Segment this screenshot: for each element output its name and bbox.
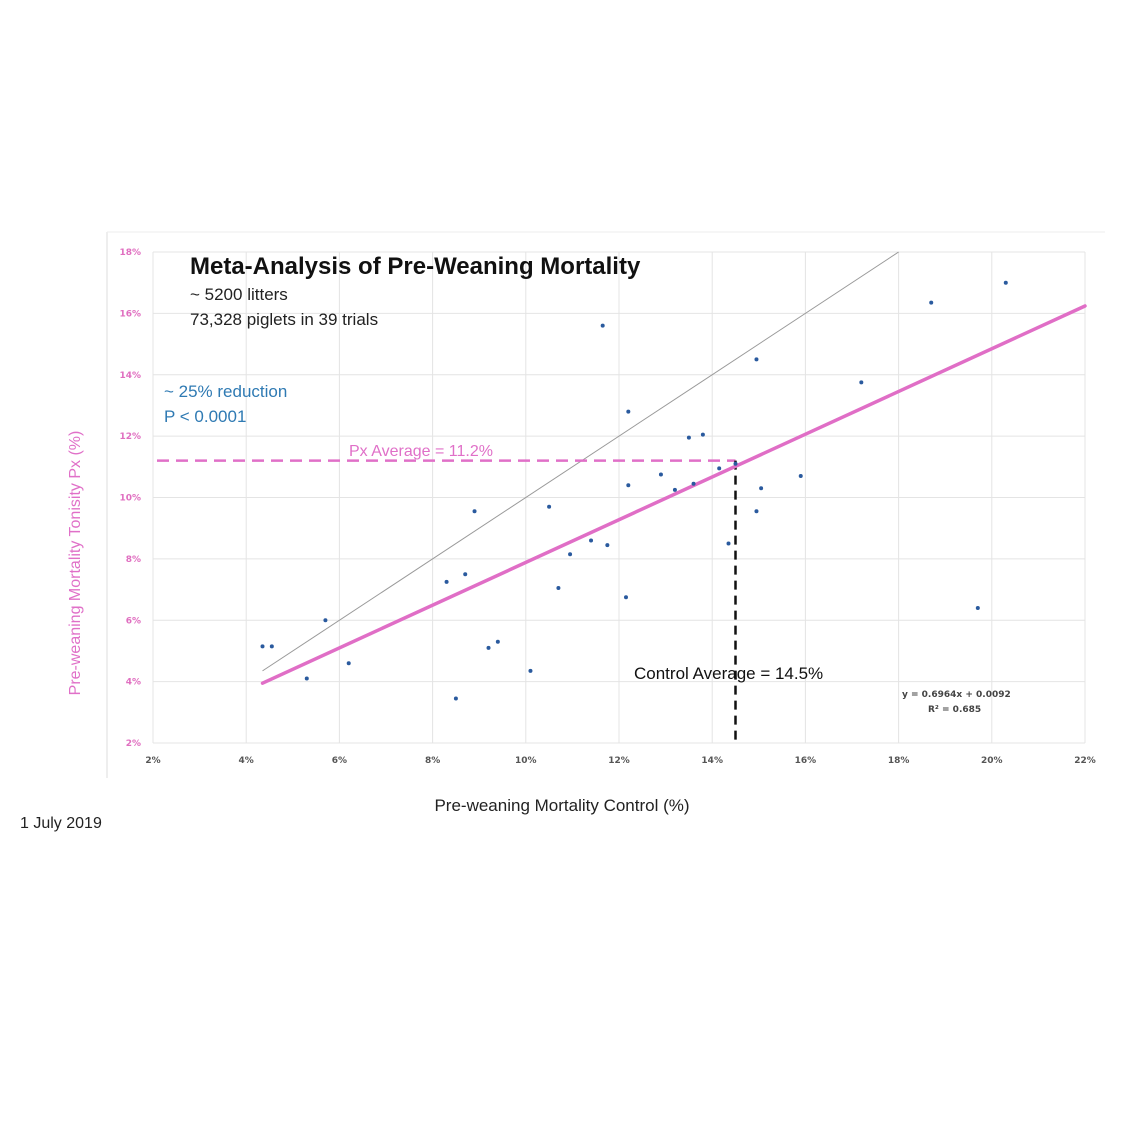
- data-point: [798, 474, 803, 479]
- data-point: [726, 541, 731, 546]
- x-tick-label: 22%: [1074, 756, 1096, 766]
- data-point: [346, 661, 351, 666]
- data-point: [528, 668, 533, 673]
- data-point: [568, 552, 573, 557]
- trendline-equation: y = 0.6964x + 0.0092: [902, 690, 1011, 700]
- data-point: [623, 595, 628, 600]
- data-point: [700, 432, 705, 437]
- x-tick-label: 20%: [981, 756, 1003, 766]
- data-point: [486, 645, 491, 650]
- data-point: [269, 644, 274, 649]
- data-point: [859, 380, 864, 385]
- data-point: [605, 543, 610, 548]
- subtitle-line-2: 73,328 piglets in 39 trials: [190, 310, 378, 329]
- data-point: [547, 504, 552, 509]
- date-label: 1 July 2019: [20, 815, 102, 832]
- data-point: [453, 696, 458, 701]
- y-tick-label: 10%: [119, 494, 141, 504]
- data-point: [626, 409, 631, 414]
- data-point: [444, 579, 449, 584]
- data-point: [754, 509, 759, 514]
- y-tick-label: 2%: [126, 739, 141, 749]
- y-tick-label: 18%: [119, 248, 141, 258]
- data-point: [691, 481, 696, 486]
- tick-labels: 2% 4% 6% 8% 10% 12% 14% 16% 18% 2% 4% 6% 8% 10% 12% 14%…: [119, 248, 1095, 766]
- p-value-text: P < 0.0001: [164, 407, 246, 426]
- data-point: [672, 487, 677, 492]
- data-point: [717, 466, 722, 471]
- data-point: [556, 586, 561, 591]
- data-point: [754, 357, 759, 362]
- data-point: [929, 300, 934, 305]
- data-point: [658, 472, 663, 477]
- x-tick-label: 10%: [515, 756, 537, 766]
- data-point: [733, 461, 738, 466]
- chart-title: Meta-Analysis of Pre-Weaning Mortality: [190, 253, 641, 280]
- data-point: [686, 435, 691, 440]
- data-point: [975, 605, 980, 610]
- data-point: [600, 323, 605, 328]
- data-point: [1003, 280, 1008, 285]
- data-points: [260, 280, 1008, 701]
- y-tick-label: 6%: [126, 616, 141, 626]
- y-axis-label: Pre-weaning Mortality Tonisity Px (%): [67, 431, 84, 696]
- data-point: [323, 618, 328, 623]
- data-point: [463, 572, 468, 577]
- data-point: [495, 639, 500, 644]
- y-tick-label: 14%: [119, 371, 141, 381]
- y-tick-label: 12%: [119, 432, 141, 442]
- trendline-path: [260, 304, 1087, 685]
- x-tick-label: 16%: [795, 756, 817, 766]
- control-average-label: Control Average = 14.5%: [634, 664, 823, 683]
- x-tick-label: 8%: [425, 756, 440, 766]
- x-axis-label: Pre-weaning Mortality Control (%): [434, 796, 689, 815]
- x-tick-label: 6%: [332, 756, 347, 766]
- x-tick-label: 14%: [701, 756, 723, 766]
- x-tick-label: 12%: [608, 756, 630, 766]
- subtitle-line-1: ~ 5200 litters: [190, 285, 288, 304]
- trendline: [260, 304, 1087, 685]
- x-tick-label: 4%: [239, 756, 254, 766]
- x-tick-label: 18%: [888, 756, 910, 766]
- data-point: [304, 676, 309, 681]
- trendline-r-squared: R² = 0.685: [928, 705, 981, 715]
- grid: [106, 231, 1105, 778]
- data-point: [472, 509, 477, 514]
- average-lines: [157, 459, 737, 743]
- reduction-text: ~ 25% reduction: [164, 382, 287, 401]
- data-point: [589, 538, 594, 543]
- y-tick-label: 4%: [126, 678, 141, 688]
- data-point: [759, 486, 764, 491]
- y-tick-label: 8%: [126, 555, 141, 565]
- y-tick-label: 16%: [119, 309, 141, 319]
- x-tick-label: 2%: [145, 756, 160, 766]
- px-average-label: Px Average = 11.2%: [349, 443, 493, 460]
- data-point: [626, 483, 631, 488]
- data-point: [260, 644, 265, 649]
